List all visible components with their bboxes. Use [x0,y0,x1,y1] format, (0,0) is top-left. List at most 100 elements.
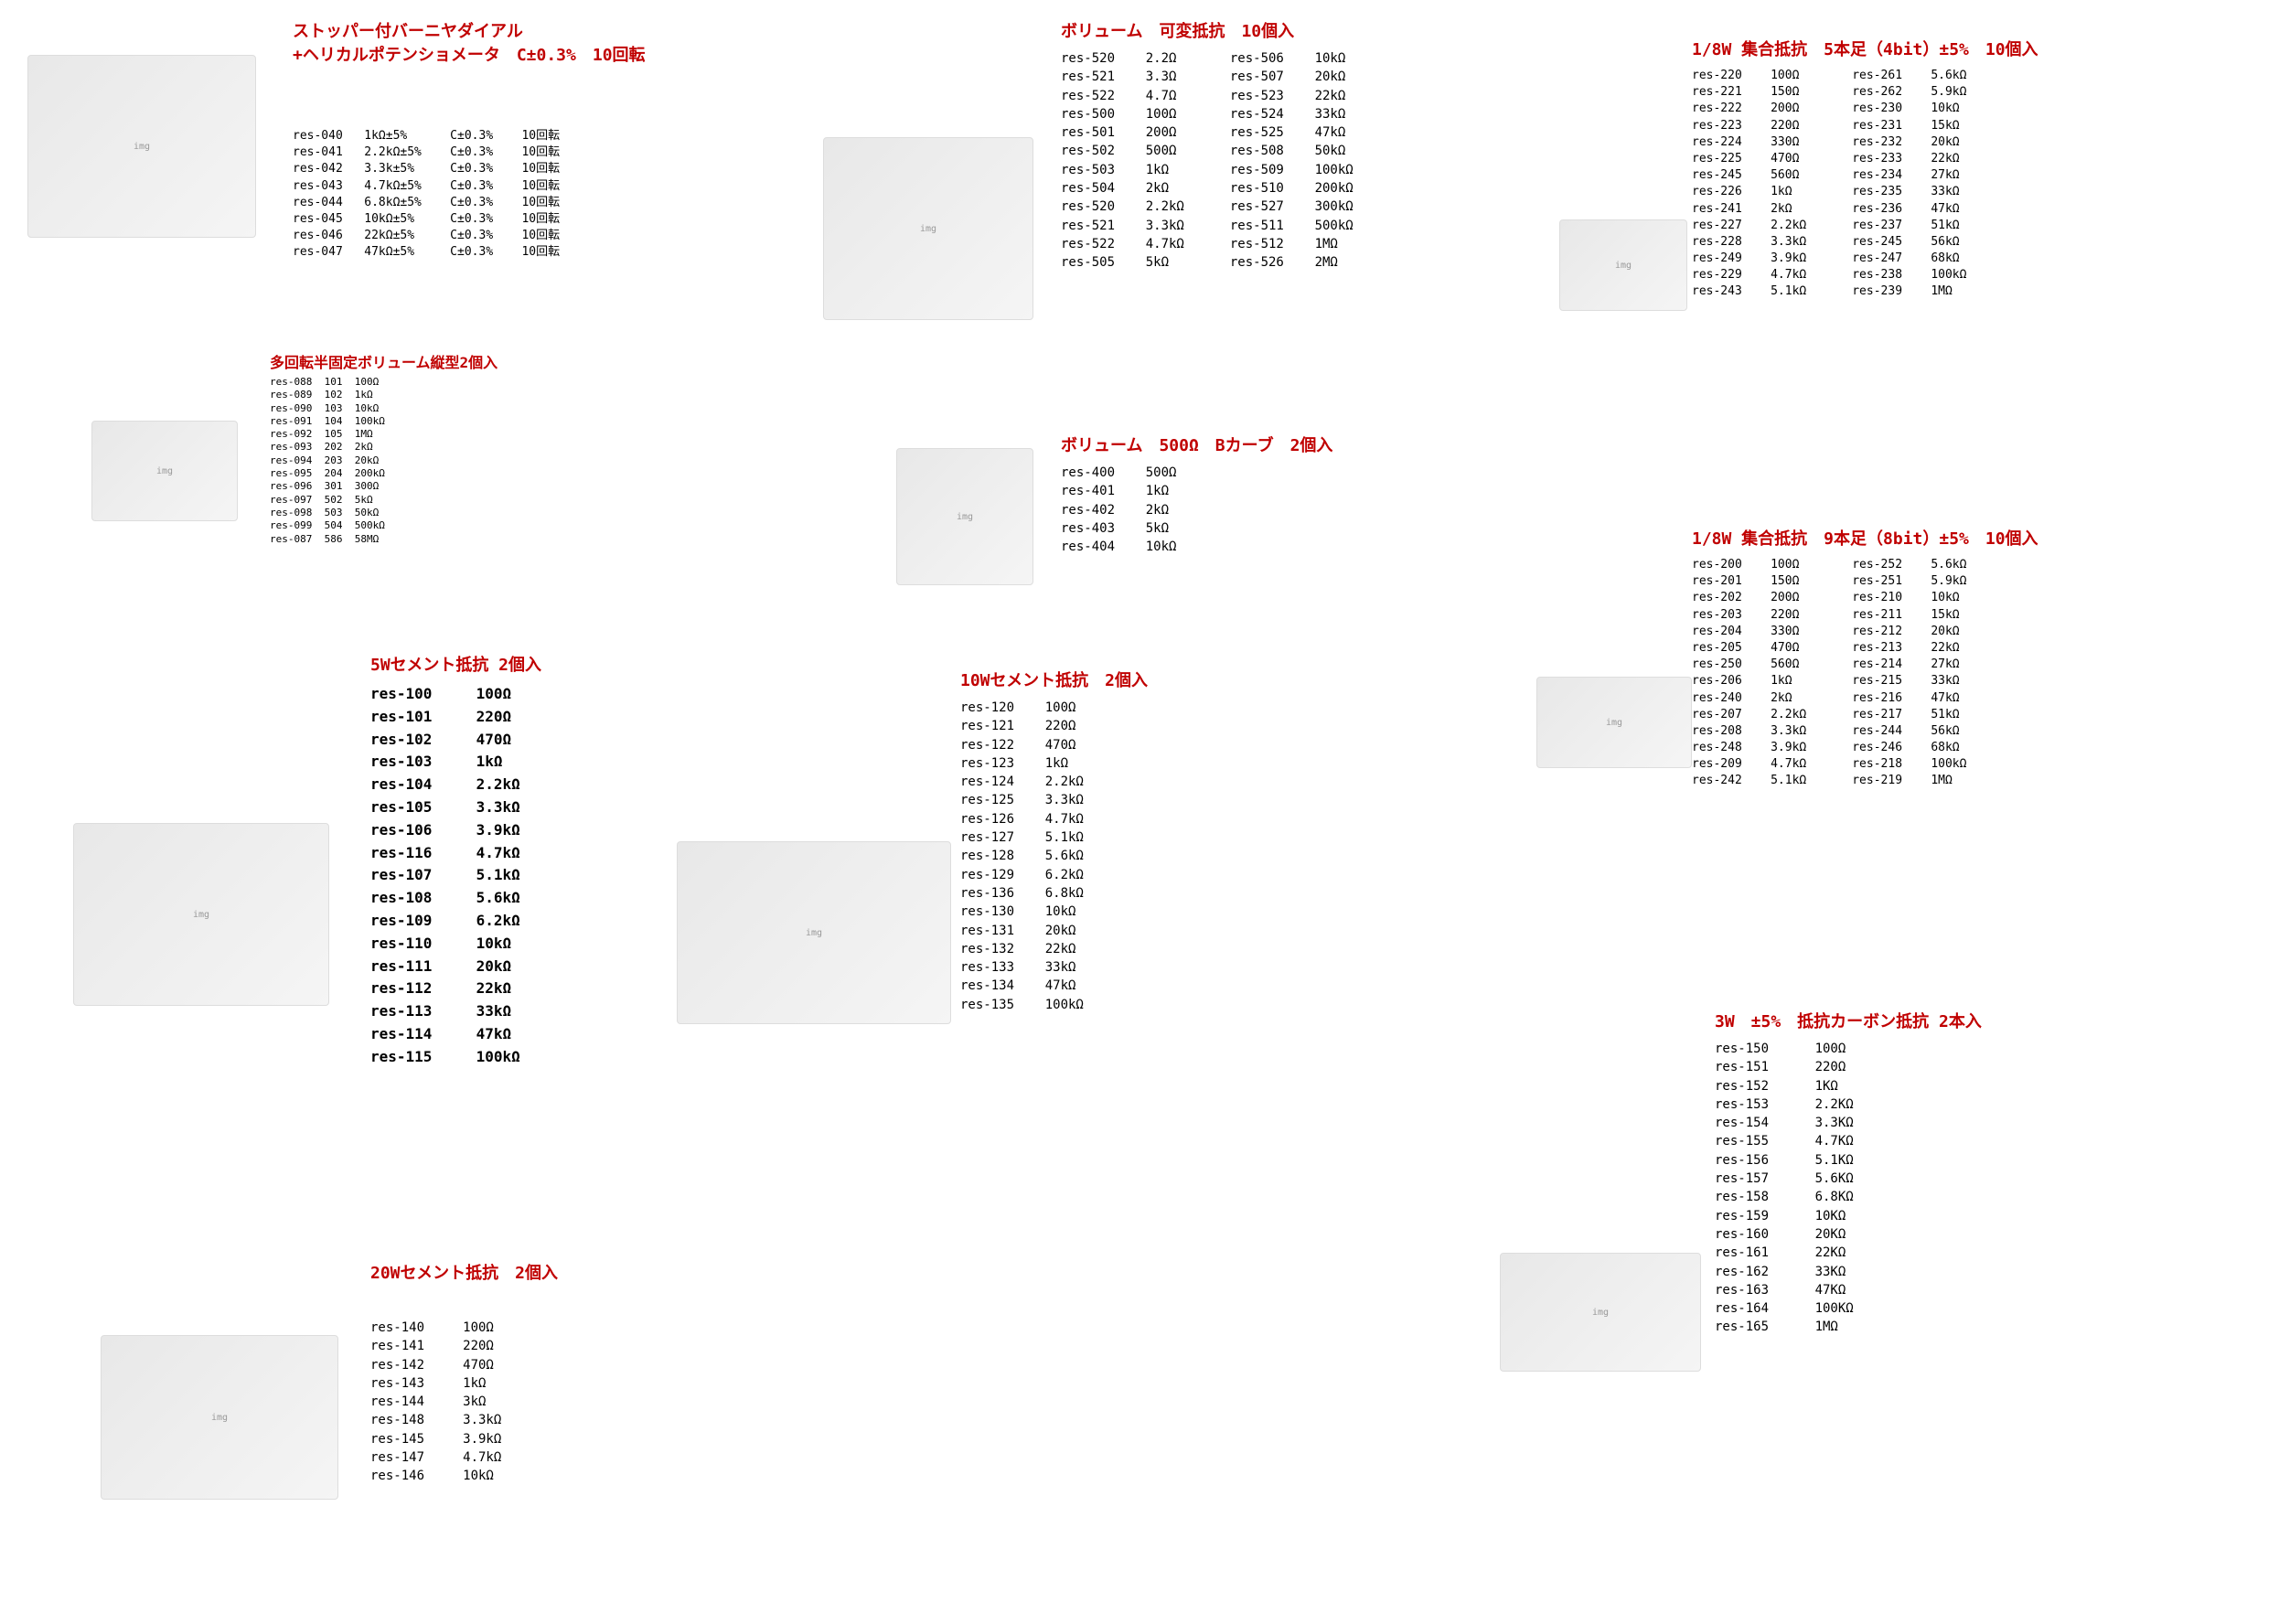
table-row: res-244 56kΩ [1852,723,1966,740]
table-row: res-151 220Ω [1715,1058,1982,1076]
table-row: res-206 1kΩ [1692,673,1806,689]
product-table: res-100 100Ωres-101 220Ωres-102 470Ωres-… [370,683,541,1069]
product-table-right: res-252 5.6kΩres-251 5.9kΩres-210 10kΩre… [1852,557,1966,790]
table-row: res-252 5.6kΩ [1852,557,1966,573]
table-row: res-239 1MΩ [1852,283,1966,300]
table-row: res-205 470Ω [1692,640,1806,657]
table-row: res-042 3.3k±5% C±0.3% 10回転 [293,161,646,177]
table-row: res-160 20KΩ [1715,1225,1982,1244]
table-row: res-125 3.3kΩ [960,791,1148,809]
section-title: 3W ±5% 抵抗カーボン抵抗 2本入 [1715,1009,1982,1032]
table-row: res-224 330Ω [1692,134,1806,151]
table-row: res-098 503 50kΩ [270,507,498,519]
table-row: res-237 51kΩ [1852,218,1966,234]
table-row: res-148 3.3kΩ [370,1411,558,1429]
table-row: res-127 5.1kΩ [960,828,1148,847]
table-row: res-165 1MΩ [1715,1318,1982,1336]
table-row: res-402 2kΩ [1061,501,1332,519]
section-title: 1/8W 集合抵抗 5本足（4bit）±5% 10個入 [1692,37,2038,60]
table-row: res-146 10kΩ [370,1467,558,1485]
section-carbon-3w: 3W ±5% 抵抗カーボン抵抗 2本入 res-150 100Ωres-151 … [1715,1009,1982,1337]
section-trimmer: 多回転半固定ボリューム縦型2個入 res-088 101 100Ωres-089… [270,350,498,546]
table-row: res-227 2.2kΩ [1692,218,1806,234]
product-table: res-140 100Ωres-141 220Ωres-142 470Ωres-… [370,1319,558,1486]
table-row: res-152 1KΩ [1715,1077,1982,1095]
table-row: res-161 22KΩ [1715,1244,1982,1262]
product-table-right: res-261 5.6kΩres-262 5.9kΩres-230 10kΩre… [1852,68,1966,301]
table-row: res-154 3.3KΩ [1715,1114,1982,1132]
table-row: res-220 100Ω [1692,68,1806,84]
table-row: res-129 6.2kΩ [960,866,1148,884]
product-image-sip-4bit: img [1559,219,1687,311]
table-row: res-156 5.1KΩ [1715,1151,1982,1170]
table-row: res-500 100Ω [1061,105,1184,123]
table-row: res-219 1MΩ [1852,773,1966,789]
table-row: res-203 220Ω [1692,607,1806,624]
table-row: res-047 47kΩ±5% C±0.3% 10回転 [293,244,646,261]
table-row: res-135 100kΩ [960,996,1148,1014]
table-row: res-122 470Ω [960,736,1148,754]
product-table: res-120 100Ωres-121 220Ωres-122 470Ωres-… [960,699,1148,1014]
table-row: res-248 3.9kΩ [1692,740,1806,756]
table-row: res-102 470Ω [370,729,541,752]
table-row: res-133 33kΩ [960,958,1148,977]
table-row: res-044 6.8kΩ±5% C±0.3% 10回転 [293,195,646,211]
product-table: res-040 1kΩ±5% C±0.3% 10回転res-041 2.2kΩ±… [293,128,646,262]
table-row: res-099 504 500kΩ [270,519,498,532]
table-row: res-400 500Ω [1061,464,1332,482]
table-row: res-215 33kΩ [1852,673,1966,689]
product-table: res-400 500Ωres-401 1kΩres-402 2kΩres-40… [1061,464,1332,556]
table-row: res-111 20kΩ [370,956,541,978]
table-row: res-238 100kΩ [1852,267,1966,283]
table-row: res-250 560Ω [1692,657,1806,673]
table-row: res-523 22kΩ [1230,87,1353,105]
table-row: res-109 6.2kΩ [370,910,541,933]
table-row: res-093 202 2kΩ [270,441,498,454]
table-row: res-204 330Ω [1692,624,1806,640]
table-row: res-116 4.7kΩ [370,842,541,865]
table-row: res-134 47kΩ [960,977,1148,995]
table-row: res-136 6.8kΩ [960,884,1148,903]
table-row: res-401 1kΩ [1061,482,1332,500]
table-row: res-126 4.7kΩ [960,810,1148,828]
table-row: res-512 1MΩ [1230,235,1353,253]
section-title: 1/8W 集合抵抗 9本足（8bit）±5% 10個入 [1692,526,2038,550]
product-image-trimpot-blue: img [823,137,1033,320]
table-row: res-163 47KΩ [1715,1281,1982,1299]
table-row: res-140 100Ω [370,1319,558,1337]
section-title: 多回転半固定ボリューム縦型2個入 [270,350,498,372]
table-row: res-141 220Ω [370,1337,558,1355]
section-5w-cement: 5Wセメント抵抗 2個入 res-100 100Ωres-101 220Ωres… [370,652,541,1069]
section-title: ボリューム 500Ω Bカーブ 2個入 [1061,433,1332,456]
table-row: res-522 4.7Ω [1061,87,1184,105]
section-title: 5Wセメント抵抗 2個入 [370,652,541,676]
table-row: res-231 15kΩ [1852,118,1966,134]
table-row: res-241 2kΩ [1692,201,1806,218]
table-row: res-143 1kΩ [370,1374,558,1393]
table-row: res-089 102 1kΩ [270,389,498,401]
table-row: res-153 2.2KΩ [1715,1095,1982,1114]
table-row: res-159 10KΩ [1715,1207,1982,1225]
table-row: res-090 103 10kΩ [270,402,498,415]
product-table-left: res-220 100Ωres-221 150Ωres-222 200Ωres-… [1692,68,1806,301]
section-volume-variable: ボリューム 可変抵抗 10個入 res-520 2.2Ωres-521 3.3Ω… [1061,18,1353,272]
table-row: res-218 100kΩ [1852,756,1966,773]
table-row: res-096 301 300Ω [270,480,498,493]
table-row: res-228 3.3kΩ [1692,234,1806,251]
table-row: res-249 3.9kΩ [1692,251,1806,267]
table-row: res-503 1kΩ [1061,161,1184,179]
table-row: res-214 27kΩ [1852,657,1966,673]
table-row: res-041 2.2kΩ±5% C±0.3% 10回転 [293,144,646,161]
table-row: res-229 4.7kΩ [1692,267,1806,283]
table-row: res-107 5.1kΩ [370,864,541,887]
table-row: res-103 1kΩ [370,751,541,774]
table-row: res-403 5kΩ [1061,519,1332,538]
table-row: res-104 2.2kΩ [370,774,541,796]
table-row: res-043 4.7kΩ±5% C±0.3% 10回転 [293,178,646,195]
table-row: res-164 100KΩ [1715,1299,1982,1318]
section-sip-4bit: 1/8W 集合抵抗 5本足（4bit）±5% 10個入 res-220 100Ω… [1692,37,2038,301]
product-image-trimmer: img [91,421,238,521]
table-row: res-144 3kΩ [370,1393,558,1411]
product-table: res-088 101 100Ωres-089 102 1kΩres-090 1… [270,376,498,546]
table-row: res-145 3.9kΩ [370,1430,558,1448]
